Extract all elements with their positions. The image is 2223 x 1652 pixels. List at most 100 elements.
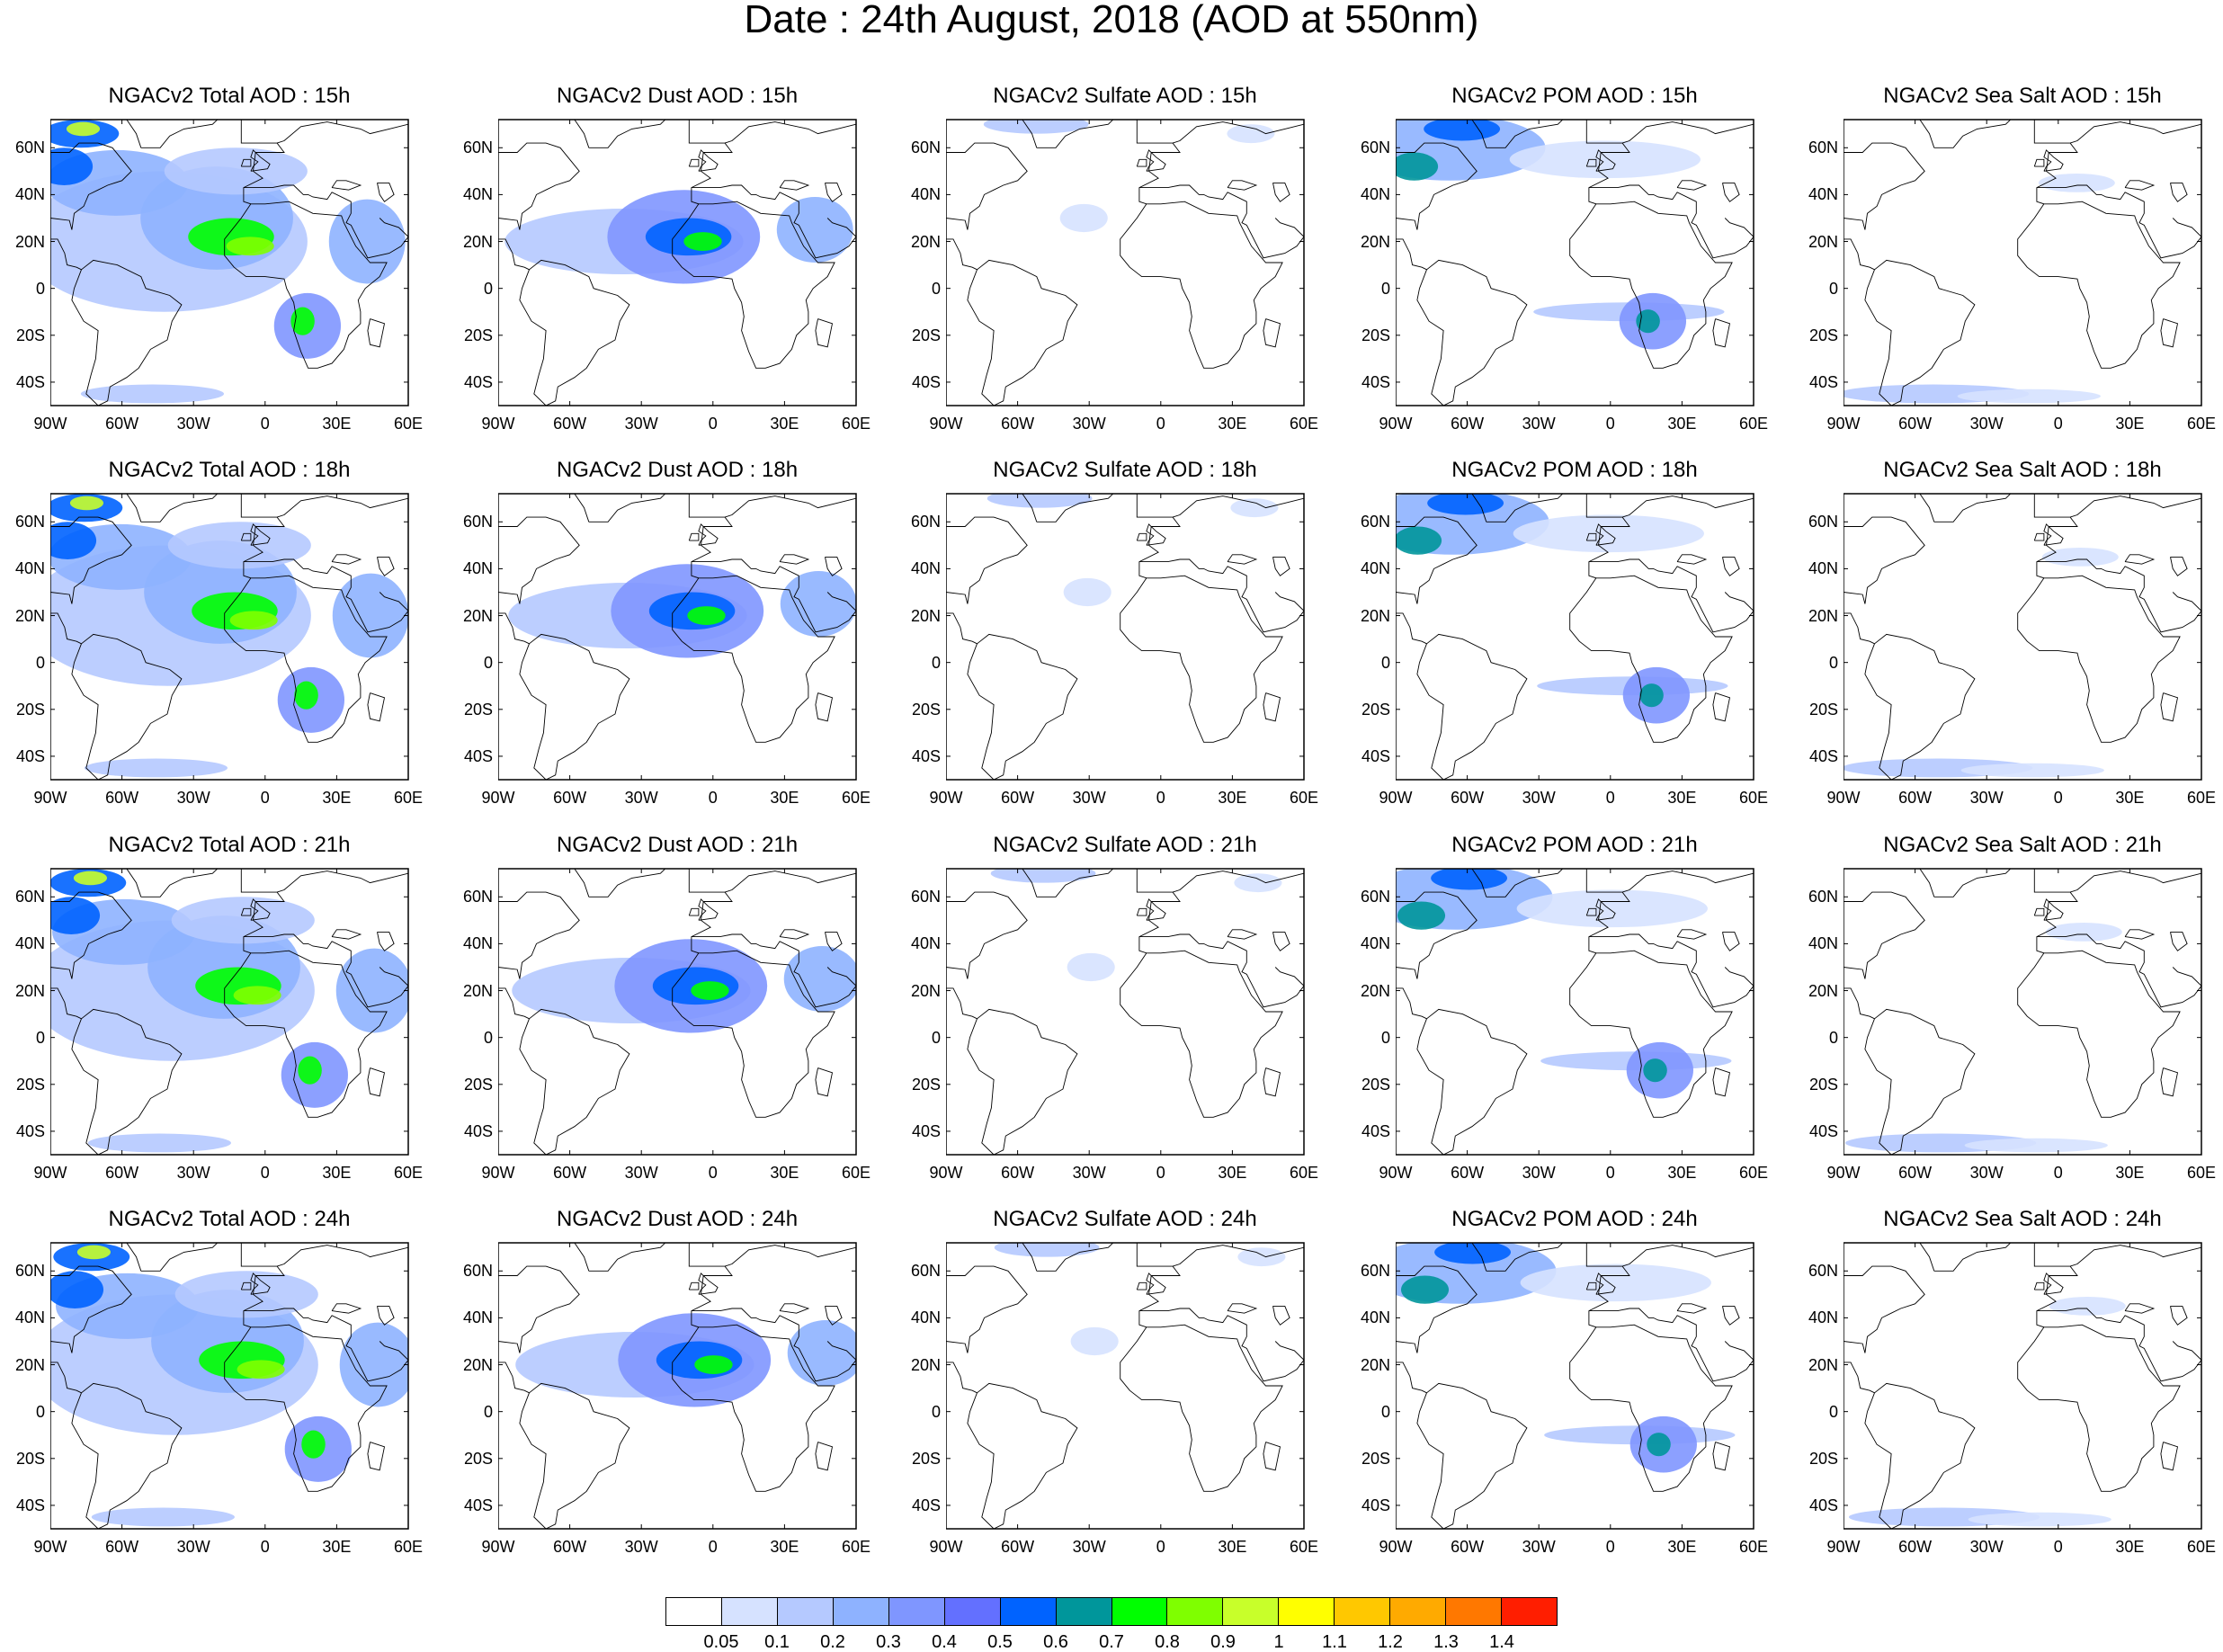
lon-tick-label: 0 [1156, 1164, 1165, 1182]
lon-tick-label: 30E [1218, 789, 1247, 807]
coastline [2017, 1243, 2181, 1492]
aerosol-field [2049, 1296, 2126, 1316]
coastline [2033, 1281, 2045, 1290]
lat-tick-label: 0 [1828, 1402, 1838, 1421]
aod-map [946, 119, 1305, 406]
lon-tick-label: 60E [841, 1538, 871, 1556]
panel-title: NGACv2 Sulfate AOD : 24h [993, 1207, 1257, 1231]
colorbar-box [1446, 1598, 1503, 1625]
lon-tick-label: 30E [2115, 1164, 2145, 1182]
lon-tick-label: 60W [1451, 1538, 1485, 1556]
coastline [224, 1243, 388, 1492]
aerosol-field [1431, 869, 1508, 890]
lon-tick-label: 60E [393, 1538, 424, 1556]
coastline [2069, 871, 2201, 893]
coastline [276, 496, 408, 518]
coastline [1569, 494, 1733, 743]
coastline [1919, 120, 2012, 148]
coastline [1138, 933, 1304, 1008]
map-panel: NGACv2 Sulfate AOD : 21h 60N 40N 20N 0 20S 40S… [911, 835, 1324, 1183]
aod-map [50, 493, 409, 781]
aerosol-field [332, 573, 408, 658]
colorbar-box [1112, 1598, 1168, 1625]
coastline [1585, 158, 1597, 167]
coastline [1396, 142, 1478, 230]
lat-tick-label: 20N [910, 606, 941, 625]
coastline [377, 182, 395, 202]
coastline [2160, 692, 2179, 722]
lon-tick-label: 0 [1605, 415, 1615, 433]
coastline [815, 318, 834, 348]
coastline [946, 612, 978, 645]
map-panel: NGACv2 Total AOD : 21h 60N 40N 20N 0 20S 40S 90… [15, 835, 428, 1183]
lat-tick-label: 40N [14, 934, 45, 953]
coastline [1471, 120, 1564, 148]
lon-tick-label: 0 [2053, 415, 2063, 433]
lon-tick-label: 0 [1156, 415, 1165, 433]
lat-tick-label: 40N [910, 934, 941, 953]
coastline [377, 556, 395, 576]
lon-tick-label: 60E [1738, 789, 1769, 807]
coastline [243, 933, 408, 1008]
lon-tick-label: 30E [770, 1538, 799, 1556]
lat-tick-label: 20S [463, 326, 493, 344]
coastline [367, 1442, 386, 1471]
lon-tick-label: 30W [624, 789, 658, 807]
coastline [377, 931, 395, 951]
colorbar-label: 0.2 [820, 1632, 845, 1652]
lat-tick-label: 60N [910, 888, 941, 906]
lat-tick-label: 20N [14, 981, 45, 1000]
lon-tick-label: 30W [176, 415, 210, 433]
colorbar-label: 0.5 [987, 1632, 1013, 1652]
coastline [1396, 516, 1478, 604]
lat-tick-label: 40N [14, 1308, 45, 1327]
aerosol-field [1237, 1247, 1286, 1267]
lat-tick-label: 20S [463, 700, 493, 719]
map-panel: NGACv2 Sulfate AOD : 24h 60N 40N 20N 0 20S 40S… [911, 1207, 1324, 1557]
coastline [1712, 1442, 1731, 1471]
lon-tick-label: 90W [33, 415, 67, 433]
aerosol-field [1427, 494, 1504, 515]
coastline [1263, 692, 1281, 722]
coastline [1416, 633, 1528, 780]
coastline [1396, 612, 1427, 645]
lon-tick-label: 30W [1969, 789, 2004, 807]
lon-tick-label: 30W [176, 1538, 210, 1556]
lat-tick-label: 20N [14, 606, 45, 625]
lon-tick-label: 30E [770, 415, 799, 433]
lon-tick-label: 0 [1605, 1164, 1615, 1182]
aerosol-field [780, 571, 856, 637]
lon-tick-label: 30E [1218, 1538, 1247, 1556]
lon-tick-label: 0 [260, 1164, 270, 1182]
lon-tick-label: 0 [260, 789, 270, 807]
lat-tick-label: 40S [463, 372, 493, 391]
coastline [1844, 612, 1875, 645]
colorbar-box [944, 1598, 1001, 1625]
coastline [1022, 869, 1114, 897]
lon-tick-label: 30E [322, 1164, 352, 1182]
map-panel: NGACv2 Sea Salt AOD : 15h 60N 40N 20N 0 20S 40… [1808, 85, 2221, 433]
lat-tick-label: 40S [15, 1121, 45, 1140]
aerosol-field [787, 1320, 856, 1386]
map-panel: NGACv2 Total AOD : 18h 60N 40N 20N 0 20S 40S 90… [15, 460, 428, 808]
coastline [1172, 496, 1304, 518]
coastline [126, 120, 219, 148]
coastline [1172, 871, 1304, 893]
aod-map [946, 493, 1305, 781]
lat-tick-label: 20S [15, 1075, 45, 1094]
lon-tick-label: 60E [841, 415, 871, 433]
lon-tick-label: 30W [1072, 789, 1106, 807]
map-panel: NGACv2 Sulfate AOD : 15h 60N 40N 20N 0 20S 40S… [911, 85, 1324, 433]
aerosol-field [91, 1507, 235, 1527]
lat-tick-label: 20S [1808, 700, 1838, 719]
aerosol-field [80, 384, 225, 404]
aerosol-field [683, 232, 722, 251]
coastline [498, 238, 530, 271]
coastline [1588, 933, 1754, 1008]
aerosol-field [174, 1271, 318, 1318]
lat-tick-label: 40S [463, 746, 493, 765]
coastline [276, 1245, 408, 1267]
coastline [1712, 692, 1731, 722]
coastline [250, 1272, 271, 1295]
lat-tick-label: 20S [463, 1449, 493, 1468]
